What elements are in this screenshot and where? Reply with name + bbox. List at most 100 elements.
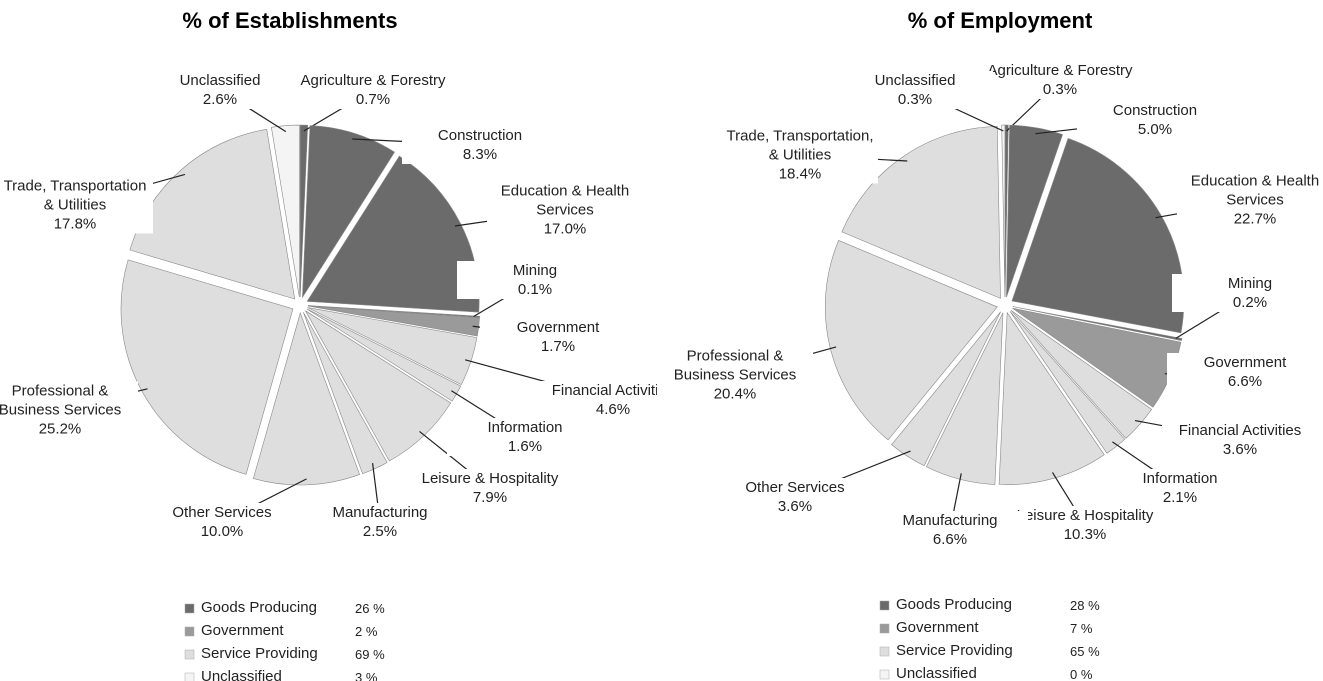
pie-slice: [1009, 311, 1126, 454]
legend-swatch: [184, 626, 195, 637]
slice-name: Leisure & Hospitality: [421, 470, 559, 487]
legend-value: 26 %: [355, 601, 385, 616]
slice-value: 4.6%: [595, 401, 631, 418]
legend-name: Service Providing: [896, 642, 1013, 659]
slice-label: Trade, Transportation, & Utilities 18.4%: [722, 126, 878, 184]
slice-value: 0.3%: [1042, 81, 1078, 98]
slice-label: Mining 0.2%: [1172, 274, 1323, 312]
slice-label: Construction 5.0%: [1077, 101, 1233, 139]
slice-value: 17.8%: [53, 215, 97, 233]
slice-value: 6.6%: [1227, 373, 1263, 390]
slice-label: Government 1.7%: [480, 318, 636, 356]
slice-name: Other Services: [745, 479, 845, 496]
slice-name: Other Services: [172, 504, 272, 521]
legend-name: Service Providing: [201, 645, 318, 662]
slice-value: 5.0%: [1137, 121, 1173, 138]
legend-swatch: [879, 600, 890, 611]
slice-name: Unclassified: [874, 72, 956, 89]
legend-swatch: [879, 669, 890, 680]
slice-label: Financial Activities 4.6%: [535, 381, 691, 419]
pie-slice: [299, 124, 309, 298]
slice-value: 25.2%: [38, 420, 82, 438]
legend-name: Goods Producing: [896, 596, 1012, 613]
slice-name: Financial Activities: [551, 382, 675, 399]
pie-slice: [271, 124, 300, 298]
slice-value: 0.3%: [897, 91, 933, 108]
legend-value: 0 %: [1070, 667, 1093, 681]
slice-value: 10.0%: [200, 523, 244, 540]
slice-label: Unclassified 0.3%: [837, 71, 993, 109]
slice-value: 3.6%: [1222, 441, 1258, 458]
slice-label: Agriculture & Forestry 0.3%: [982, 61, 1138, 99]
legend-swatch: [879, 623, 890, 634]
chart-title: % of Employment: [907, 8, 1093, 33]
slice-value: 18.4%: [778, 165, 822, 183]
slice-name: Mining: [512, 262, 558, 279]
pie-slice: [1012, 306, 1183, 341]
slice-name: Trade, Transportation & Utilities: [3, 177, 147, 214]
slice-value: 8.3%: [462, 146, 498, 163]
pie-slice: [841, 126, 1001, 299]
pie-slice: [303, 312, 388, 475]
legend-name: Unclassified: [201, 668, 282, 681]
slice-value: 2.1%: [1162, 489, 1198, 506]
slice-label: Construction 8.3%: [402, 126, 558, 164]
slice-value: 17.0%: [543, 220, 587, 238]
legend-name: Unclassified: [896, 665, 977, 681]
pie-slice: [302, 125, 395, 299]
slice-label: Education & Health Services 22.7%: [1177, 171, 1323, 229]
slice-label: Education & Health Services 17.0%: [487, 181, 643, 239]
legend-swatch: [184, 672, 195, 681]
slice-label: Leisure & Hospitality 7.9%: [412, 469, 568, 507]
slice-label: Government 6.6%: [1167, 353, 1323, 391]
slice-value: 0.2%: [1232, 294, 1268, 311]
pie-slice: [307, 305, 480, 318]
slice-value: 2.5%: [362, 523, 398, 540]
slice-value: 2.6%: [202, 91, 238, 108]
slice-name: Agriculture & Forestry: [987, 62, 1133, 79]
slice-label: Agriculture & Forestry 0.7%: [295, 71, 451, 109]
legend-swatch: [184, 603, 195, 614]
legend-value: 7 %: [1070, 621, 1093, 636]
slice-name: Agriculture & Forestry: [300, 72, 446, 89]
slice-value: 3.6%: [777, 498, 813, 515]
slice-label: Mining 0.1%: [457, 261, 613, 299]
slice-label: Professional & Business Services 25.2%: [0, 381, 138, 439]
slice-label: Information 2.1%: [1102, 469, 1258, 507]
slice-value: 22.7%: [1233, 210, 1277, 228]
slice-value: 1.7%: [540, 338, 576, 355]
slice-label: Information 1.6%: [447, 418, 603, 456]
slice-name: Trade, Transportation, & Utilities: [726, 127, 874, 164]
pie-slice: [252, 312, 360, 486]
slice-value: 20.4%: [713, 385, 757, 403]
slice-label: Professional & Business Services 20.4%: [657, 346, 813, 404]
slice-name: Education & Health Services: [1190, 172, 1320, 209]
slice-name: Leisure & Hospitality: [1016, 507, 1154, 524]
legend-value: 28 %: [1070, 598, 1100, 613]
slice-label: Manufacturing 6.6%: [872, 511, 1028, 549]
slice-value: 0.7%: [355, 91, 391, 108]
slice-value: 7.9%: [472, 489, 508, 506]
slice-label: Other Services 10.0%: [144, 503, 300, 541]
slice-name: Construction: [1112, 102, 1198, 119]
legend-value: 69 %: [355, 647, 385, 662]
slice-name: Financial Activities: [1178, 422, 1302, 439]
pie-slice: [1010, 310, 1153, 439]
pie-slice: [305, 310, 452, 462]
slice-name: Manufacturing: [902, 512, 998, 529]
slice-label: Financial Activities 3.6%: [1162, 421, 1318, 459]
pie-slice: [1001, 124, 1006, 298]
slice-label: Unclassified 2.6%: [142, 71, 298, 109]
slice-value: 1.6%: [507, 438, 543, 455]
slice-label: Manufacturing 2.5%: [302, 503, 458, 541]
legend-swatch: [879, 646, 890, 657]
pie-slice: [891, 311, 1001, 467]
slice-name: Professional & Business Services: [0, 382, 122, 419]
legend-name: Government: [201, 622, 284, 639]
legend-name: Government: [896, 619, 979, 636]
pie-slice: [1006, 124, 1063, 298]
pie-slice: [998, 311, 1105, 485]
pie-slice: [120, 259, 294, 475]
slice-value: 10.3%: [1063, 526, 1107, 543]
